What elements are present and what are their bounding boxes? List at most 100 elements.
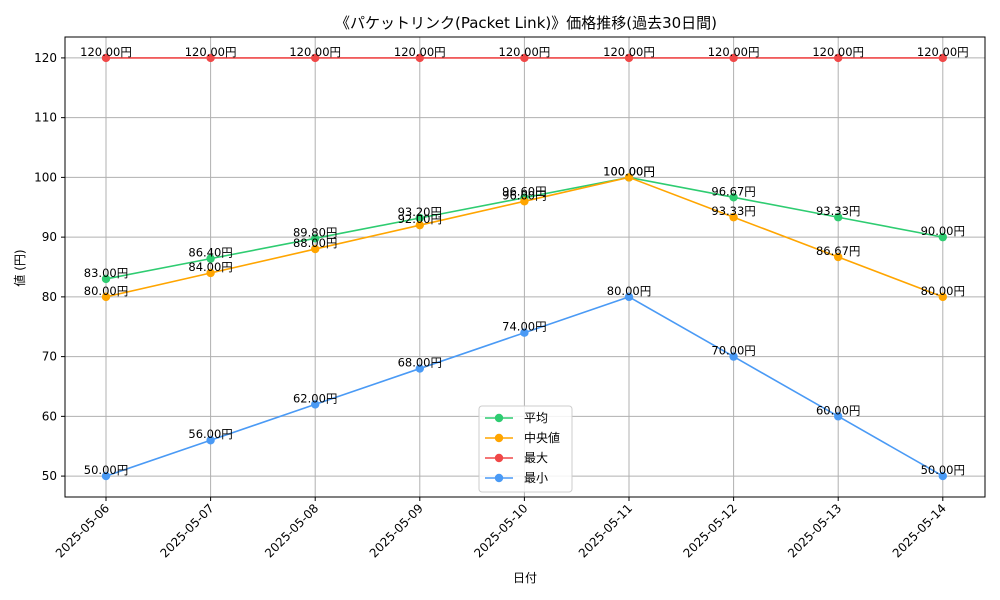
- data-label: 96.60円: [502, 185, 546, 199]
- data-labels-layer: 83.00円 86.40円 89.80円 93.20円 96.60円 100.00円 96.…: [80, 45, 969, 477]
- data-label: 96.00円: [502, 188, 546, 202]
- data-label: 120.00円: [812, 45, 864, 59]
- y-axis-label: 値 (円): [12, 249, 27, 286]
- x-tick-label: 2025-05-11: [576, 501, 635, 560]
- y-tick-label: 120: [34, 51, 57, 65]
- y-tick-label: 90: [42, 230, 57, 244]
- series-point-1: [101, 292, 111, 302]
- y-tick-label: 60: [42, 409, 57, 423]
- series-point-0: [311, 234, 320, 243]
- series-point-3: [834, 412, 843, 421]
- y-tick-label: 100: [34, 170, 57, 184]
- series-point-0: [101, 274, 111, 284]
- legend-marker: [494, 413, 504, 423]
- data-label: 90.00円: [921, 224, 965, 238]
- data-label: 120.00円: [185, 45, 237, 59]
- series-point-2: [624, 53, 634, 63]
- legend-marker: [494, 473, 504, 483]
- series-point-2: [729, 53, 738, 63]
- data-label: 93.20円: [398, 205, 442, 219]
- series-point-3: [101, 471, 111, 481]
- x-tick-label: 2025-05-07: [158, 501, 217, 560]
- data-label: 68.00円: [398, 356, 442, 370]
- chart-title: 《パケットリンク(Packet Link)》価格推移(過去30日間): [335, 14, 717, 32]
- data-label: 62.00円: [293, 391, 337, 405]
- series-point-0: [729, 193, 738, 202]
- series-layer: [101, 53, 947, 481]
- series-point-2: [520, 53, 529, 63]
- series-point-1: [520, 197, 529, 206]
- data-label: 80.00円: [921, 284, 965, 298]
- series-point-2: [101, 53, 111, 63]
- data-label: 70.00円: [711, 344, 755, 358]
- series-point-3: [729, 352, 738, 361]
- x-tick-label: 2025-05-10: [471, 501, 530, 560]
- y-tick-label: 80: [42, 290, 57, 304]
- series-point-3: [520, 328, 529, 337]
- data-label: 92.00円: [398, 212, 442, 226]
- legend-box: [478, 405, 573, 493]
- data-label: 120.00円: [499, 45, 551, 59]
- y-axis-ticks: 50 60 70 80 90 100 110 120: [34, 51, 65, 483]
- legend-marker: [494, 453, 504, 463]
- series-point-0: [938, 232, 947, 242]
- series-point-3: [938, 471, 947, 481]
- series-point-2: [834, 53, 843, 63]
- series-point-3: [311, 400, 320, 409]
- plot-area-frame: [64, 36, 986, 498]
- x-axis-ticks: 2025-05-06 2025-05-07 2025-05-08 2025-05-09…: [53, 497, 949, 560]
- data-label: 56.00円: [188, 427, 232, 441]
- data-label: 74.00円: [502, 320, 546, 334]
- data-label: 50.00円: [84, 463, 128, 477]
- x-axis-label: 日付: [513, 571, 537, 585]
- series-point-3: [624, 292, 634, 302]
- series-point-2: [938, 53, 947, 63]
- x-tick-label: 2025-05-08: [262, 501, 321, 560]
- legend-entry-label: 中央値: [524, 430, 560, 445]
- data-label: 120.00円: [80, 45, 132, 59]
- x-tick-label: 2025-05-09: [367, 501, 426, 560]
- data-label: 120.00円: [603, 45, 655, 59]
- series-point-1: [624, 173, 634, 182]
- data-label: 120.00円: [917, 45, 969, 59]
- y-tick-label: 110: [34, 111, 57, 125]
- data-label: 84.00円: [188, 260, 232, 274]
- series-point-1: [311, 244, 320, 254]
- series-point-2: [311, 53, 320, 63]
- series-point-1: [729, 213, 738, 222]
- series-point-3: [206, 436, 215, 445]
- data-label: 83.00円: [84, 266, 128, 280]
- data-label: 86.40円: [188, 246, 232, 260]
- series-point-0: [834, 213, 843, 222]
- series-point-2: [415, 53, 424, 63]
- y-tick-label: 70: [42, 350, 57, 364]
- x-tick-label: 2025-05-13: [785, 501, 844, 560]
- legend-entry-label: 最大: [524, 451, 548, 465]
- series-point-1: [206, 268, 215, 278]
- legend-marker: [494, 433, 504, 443]
- data-label: 60.00円: [816, 403, 860, 417]
- series-point-1: [834, 252, 843, 262]
- data-label: 120.00円: [289, 45, 341, 59]
- data-label: 93.33円: [816, 204, 860, 218]
- series-point-0: [206, 254, 215, 263]
- data-label: 50.00円: [921, 463, 965, 477]
- data-label: 86.67円: [816, 244, 860, 258]
- x-tick-label: 2025-05-14: [890, 501, 949, 560]
- data-label: 120.00円: [394, 45, 446, 59]
- data-label: 88.00円: [293, 236, 337, 250]
- series-point-3: [415, 364, 424, 373]
- data-label: 80.00円: [607, 284, 651, 298]
- series-point-2: [206, 53, 215, 63]
- data-label: 80.00円: [84, 284, 128, 298]
- y-tick-label: 50: [42, 469, 57, 483]
- x-tick-label: 2025-05-06: [53, 501, 112, 560]
- legend-entry-label: 平均: [524, 411, 548, 425]
- data-label: 89.80円: [293, 225, 337, 239]
- data-label: 100.00円: [603, 164, 655, 178]
- series-point-1: [938, 292, 947, 302]
- data-label: 100.00円: [603, 164, 655, 178]
- legend-entry-label: 最小: [524, 471, 548, 485]
- series-point-0: [415, 213, 424, 223]
